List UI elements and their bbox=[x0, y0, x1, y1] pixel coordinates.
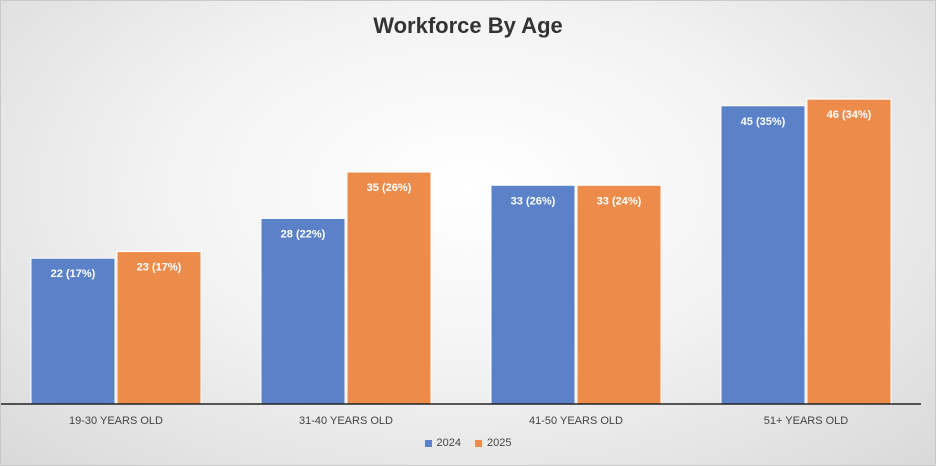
bar-2025-3 bbox=[576, 184, 662, 405]
data-label-2025-4: 46 (34%) bbox=[827, 109, 872, 121]
legend-swatch-2025 bbox=[475, 439, 482, 447]
data-label-2025-3: 33 (24%) bbox=[597, 195, 642, 207]
data-label-2025-1: 23 (17%) bbox=[137, 262, 182, 274]
bar-2024-1 bbox=[30, 257, 116, 405]
bar-2024-2 bbox=[260, 217, 346, 405]
legend-label-2024: 2024 bbox=[436, 437, 461, 449]
data-label-2024-3: 33 (26%) bbox=[511, 195, 556, 207]
bar-2024-4 bbox=[720, 105, 806, 405]
legend-item-2025: 2025 bbox=[475, 437, 511, 449]
data-label-2024-1: 22 (17%) bbox=[51, 268, 96, 280]
legend-label-2025: 2025 bbox=[487, 437, 512, 449]
data-label-2024-2: 28 (22%) bbox=[281, 228, 326, 240]
data-label-2025-2: 35 (26%) bbox=[367, 182, 412, 194]
x-tick-label-3: 41-50 YEARS OLD bbox=[529, 415, 623, 427]
bar-2025-4 bbox=[806, 98, 892, 405]
data-label-2024-4: 45 (35%) bbox=[741, 116, 786, 128]
legend-item-2024: 2024 bbox=[424, 437, 461, 449]
legend-swatch-2024 bbox=[424, 439, 432, 447]
bar-2025-2 bbox=[346, 171, 432, 405]
chart-title: Workforce By Age bbox=[373, 13, 563, 38]
x-tick-label-4: 51+ YEARS OLD bbox=[764, 415, 849, 427]
x-tick-label-2: 31-40 YEARS OLD bbox=[299, 415, 393, 427]
x-tick-label-1: 19-30 YEARS OLD bbox=[69, 415, 163, 427]
chart-legend: 2024 2025 bbox=[1, 437, 935, 449]
bar-2024-3 bbox=[490, 184, 576, 405]
bar-2025-1 bbox=[116, 251, 202, 405]
